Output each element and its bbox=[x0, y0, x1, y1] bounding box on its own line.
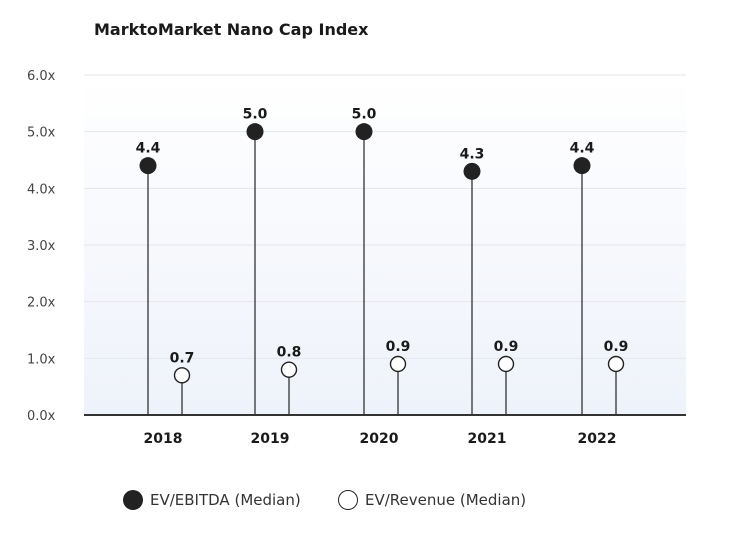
legend-item-ev-revenue: EV/Revenue (Median) bbox=[338, 487, 526, 513]
data-label: 5.0 bbox=[352, 107, 377, 123]
data-label: 0.9 bbox=[494, 339, 519, 355]
y-tick-label: 6.0x bbox=[27, 69, 56, 84]
legend-item-ev-ebitda: EV/EBITDA (Median) bbox=[123, 487, 301, 513]
data-point-filled bbox=[355, 123, 373, 141]
x-tick-label: 2018 bbox=[144, 431, 183, 447]
y-tick-label: 1.0x bbox=[27, 352, 56, 367]
x-tick-label: 2021 bbox=[468, 431, 507, 447]
data-point-hollow bbox=[280, 361, 298, 378]
hollow-circle-icon bbox=[338, 490, 358, 510]
y-tick-label: 3.0x bbox=[27, 239, 56, 254]
data-label: 4.4 bbox=[136, 141, 161, 157]
legend-label-ev-revenue: EV/Revenue (Median) bbox=[365, 491, 527, 509]
data-point-filled bbox=[573, 157, 591, 175]
data-point-filled bbox=[246, 123, 264, 141]
x-tick-label: 2019 bbox=[251, 431, 290, 447]
data-point-hollow bbox=[607, 355, 625, 373]
data-point-hollow bbox=[389, 355, 407, 373]
y-tick-label: 0.0x bbox=[27, 409, 56, 424]
data-label: 5.0 bbox=[243, 107, 268, 123]
y-tick-label: 2.0x bbox=[27, 296, 56, 311]
data-label: 0.7 bbox=[170, 350, 195, 366]
data-label: 0.9 bbox=[386, 339, 411, 355]
legend-label-ev-ebitda: EV/EBITDA (Median) bbox=[150, 491, 301, 509]
data-point-hollow bbox=[497, 355, 515, 373]
filled-circle-icon bbox=[123, 490, 143, 510]
data-point-filled bbox=[139, 157, 157, 175]
y-tick-label: 5.0x bbox=[27, 126, 56, 141]
data-point-filled bbox=[463, 162, 481, 180]
chart-title: MarktoMarket Nano Cap Index bbox=[94, 20, 369, 39]
y-tick-label: 4.0x bbox=[27, 182, 56, 197]
data-label: 4.4 bbox=[570, 141, 595, 157]
data-label: 0.8 bbox=[277, 345, 302, 361]
data-point-hollow bbox=[173, 367, 191, 384]
chart-plot: 0.0x 1.0x 2.0x 3.0x 4.0x 5.0x 6.0x 4.4 5.0 5.0 4.… bbox=[27, 69, 686, 447]
x-tick-label: 2022 bbox=[578, 431, 617, 447]
data-label: 4.3 bbox=[460, 146, 485, 162]
data-label: 0.9 bbox=[604, 339, 629, 355]
x-tick-label: 2020 bbox=[360, 431, 399, 447]
